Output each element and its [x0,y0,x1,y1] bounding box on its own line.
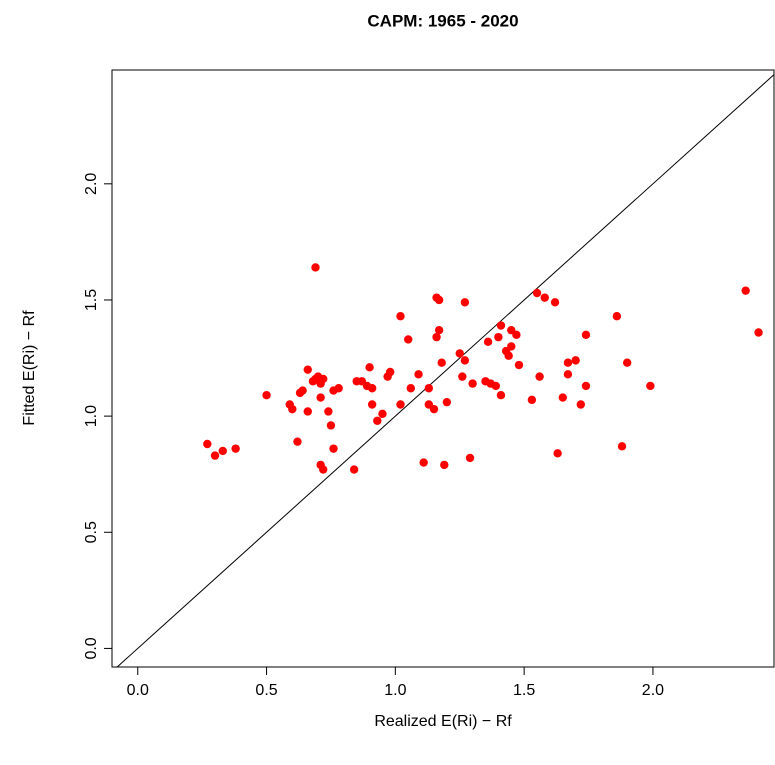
point [419,458,428,467]
x-tick-label: 1.5 [513,682,535,699]
reference-line [116,74,775,668]
x-tick-label: 1.0 [384,682,406,699]
y-tick-label: 1.0 [83,405,100,427]
point [458,372,467,381]
point [434,325,444,335]
point [550,298,560,307]
point [349,465,359,474]
point [424,384,434,393]
point [563,358,573,367]
point [334,384,343,393]
point [571,356,580,365]
point [316,393,325,402]
point [303,407,312,416]
point [218,446,227,456]
point [429,404,439,414]
point [378,409,387,418]
point [373,416,382,425]
point [576,400,586,409]
point [507,342,516,351]
point [203,439,212,449]
point [460,356,470,365]
y-tick-label: 2.0 [83,173,100,195]
point [581,330,591,340]
point [612,312,622,321]
point [754,328,763,337]
x-axis-label: Realized E(Ri) − Rf [374,713,512,730]
plot-frame [111,69,775,668]
point [329,444,338,453]
point [385,367,395,377]
point [532,288,542,298]
point [365,363,374,372]
point [303,365,312,374]
point [293,437,302,446]
point [535,372,544,381]
x-tick-label: 0.5 [255,682,277,699]
point [326,421,336,430]
point [646,381,655,391]
point [494,332,503,342]
point [288,404,297,414]
point [496,321,506,330]
y-tick-label: 0.0 [83,637,100,659]
chart-title: CAPM: 1965 - 2020 [367,11,518,30]
point [396,400,405,409]
point [540,293,549,302]
point [319,465,328,474]
point [617,442,627,451]
point [527,395,537,405]
point [324,407,333,416]
y-axis-label: Fitted E(Ri) − Rf [21,310,38,426]
point [434,295,444,305]
point [496,391,506,400]
point [741,286,750,295]
point [491,381,501,391]
point [367,400,377,409]
point [367,384,377,393]
point [504,351,513,360]
point [414,370,423,379]
point [455,349,464,358]
point [622,358,632,367]
x-tick-label: 2.0 [642,682,664,699]
point [514,360,524,370]
point [512,330,521,340]
point [311,263,320,272]
point [440,460,449,470]
point [483,337,493,346]
point [563,370,573,379]
point [406,384,416,393]
point [298,386,307,395]
point [468,379,477,388]
point [460,298,470,307]
point [553,449,562,458]
y-tick-label: 1.5 [83,289,100,311]
point [231,444,240,453]
y-tick-label: 0.5 [83,521,100,543]
point [319,374,328,384]
point [396,312,405,321]
point [465,453,475,463]
point [581,381,591,391]
point [210,451,220,460]
point [404,335,413,344]
point [442,397,452,407]
point [558,393,567,402]
point [437,358,446,367]
x-tick-label: 0.0 [127,682,149,699]
point [432,332,441,342]
point [262,391,271,400]
